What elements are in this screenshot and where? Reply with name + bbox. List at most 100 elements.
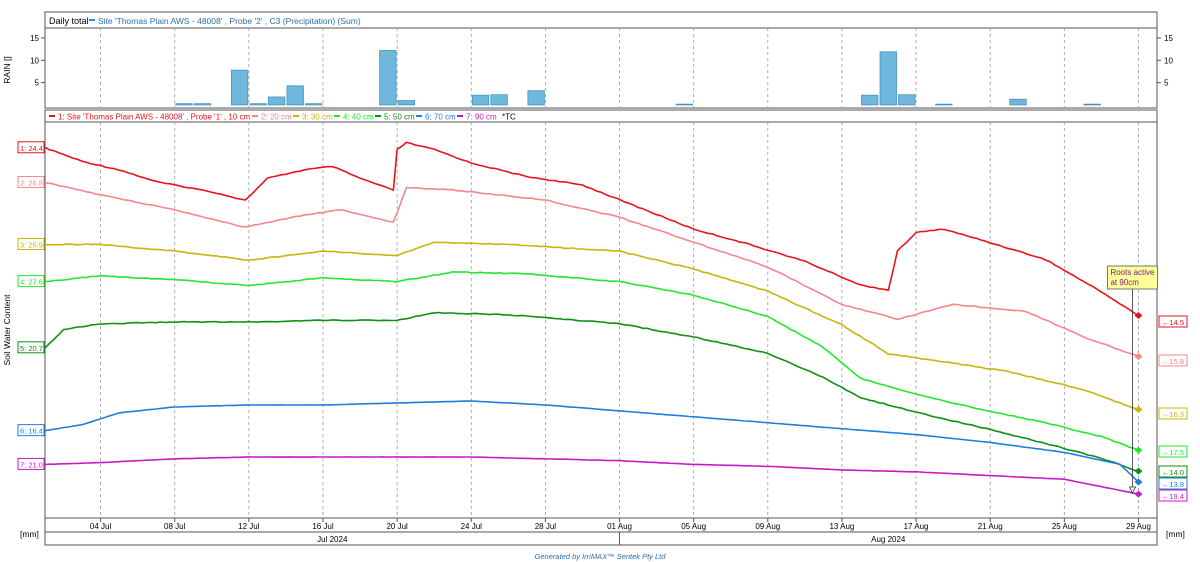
- rain-bar: [527, 90, 545, 106]
- soil-end-arrow: ←: [1162, 448, 1170, 457]
- soil-end-label-box: [1158, 315, 1188, 328]
- soil-end-labels: ← 14.5← 15.8← 16.3← 17.5← 14.0← 13.8← 19.4: [1158, 315, 1188, 502]
- rain-bar: [490, 94, 508, 106]
- soil-start-label: 7: 21.0: [20, 460, 43, 469]
- soil-series-line-2: [44, 182, 1139, 358]
- soil-panel-frame: [44, 109, 1158, 519]
- soil-start-label: 1: 24.4: [20, 144, 43, 153]
- x-tick-label: 01 Aug: [607, 522, 632, 531]
- rain-y-tick-right: 10: [1164, 56, 1173, 65]
- annotation-pointer: [1128, 486, 1137, 494]
- soil-start-label: 5: 20.7: [20, 344, 43, 353]
- x-tick-label: 08 Jul: [164, 522, 186, 531]
- soil-start-label: 2: 26.8: [20, 178, 43, 187]
- soil-series-line-3: [45, 241, 1139, 411]
- soil-start-labels: 1: 24.4 2: 26.8 3: 25.9 4: 27.6 5: 20.7 6: 16…: [17, 141, 45, 470]
- rain-bar: [898, 94, 916, 106]
- soil-lines: [44, 141, 1143, 498]
- soil-start-label-box: [17, 141, 45, 154]
- annotation-text-line1: Roots active: [1110, 268, 1155, 277]
- rain-y-tick-right: 15: [1164, 34, 1173, 43]
- rain-bar: [861, 94, 879, 106]
- month-label: Aug 2024: [871, 535, 906, 544]
- soil-series-end-marker: [1134, 446, 1143, 454]
- soil-series-end-marker: [1134, 478, 1143, 486]
- soil-panel: 1: Site 'Thomas Plain AWS - 48008' , Pro…: [2, 109, 1188, 519]
- soil-series-line-6: [44, 400, 1140, 483]
- soil-legend-entry: 6: 70 cm: [425, 113, 456, 122]
- soil-legend-swatch: [334, 115, 340, 117]
- soil-legend-swatch: [293, 115, 299, 117]
- soil-series-end-marker: [1134, 467, 1143, 475]
- soil-legend-entry: 1: Site 'Thomas Plain AWS - 48008' , Pro…: [58, 113, 250, 122]
- soil-legend-swatch: [252, 115, 258, 117]
- soil-end-label-box: [1158, 407, 1188, 420]
- rain-bar: [175, 103, 193, 106]
- rain-bar: [249, 103, 267, 106]
- rain-y-tick-left: 10: [30, 56, 39, 65]
- rain-bar: [1009, 98, 1027, 106]
- soil-end-arrow: ←: [1162, 468, 1170, 477]
- time-axis: 04 Jul 08 Jul 12 Jul 16 Jul 20 Jul 24 Jul 28 J…: [20, 517, 1185, 546]
- x-tick-label: 24 Jul: [461, 522, 483, 531]
- soil-start-label: 4: 27.6: [20, 278, 43, 287]
- soil-legend-entry: 4: 40 cm: [343, 113, 374, 122]
- soil-series-end-marker: [1134, 353, 1143, 361]
- month-label: Jul 2024: [317, 535, 348, 544]
- rain-y-tick-left: 5: [35, 79, 40, 88]
- soil-end-arrow: ←: [1162, 480, 1170, 489]
- rain-bar: [471, 94, 490, 106]
- x-tick-label: 12 Jul: [238, 522, 260, 531]
- soil-y-axis-label: Soil Water Content: [2, 294, 12, 366]
- x-tick-label: 17 Aug: [904, 522, 929, 531]
- soil-series-end-marker: [1134, 490, 1143, 498]
- x-tick-label: 29 Aug: [1126, 522, 1151, 531]
- soil-end-label: 15.8: [1169, 357, 1184, 366]
- rain-bar: [305, 103, 323, 106]
- rain-bar: [879, 51, 897, 106]
- rain-y-tick-left: 15: [30, 34, 39, 43]
- rain-bar: [230, 69, 249, 106]
- x-tick-label: 04 Jul: [90, 522, 112, 531]
- rain-y-axis-label: RAIN []: [2, 56, 12, 83]
- soil-end-arrow: ←: [1162, 410, 1170, 419]
- soil-end-label: 14.5: [1169, 318, 1184, 327]
- x-tick-label: 09 Aug: [755, 522, 780, 531]
- soil-end-label-box: [1158, 489, 1188, 502]
- soil-legend-swatch: [457, 115, 463, 117]
- soil-start-label-box: [17, 341, 45, 354]
- soil-end-arrow: ←: [1162, 357, 1170, 366]
- rain-bar: [397, 100, 416, 106]
- annotation-box: [1107, 265, 1158, 290]
- soil-end-arrow: ←: [1162, 492, 1170, 501]
- soil-series-line-4: [44, 271, 1139, 451]
- soil-legend-entry: 3: 30 cm: [302, 113, 333, 122]
- soil-grid: [100, 122, 1139, 518]
- rain-bar: [935, 103, 953, 106]
- rain-panel: Daily total Site 'Thomas Plain AWS - 480…: [2, 11, 1173, 109]
- soil-series-line-5: [44, 311, 1139, 472]
- annotation-text-line2: at 90cm: [1110, 278, 1139, 287]
- soil-start-label-box: [17, 237, 45, 250]
- soil-end-label-box: [1158, 465, 1188, 478]
- rain-bars: [175, 50, 1101, 106]
- soil-legend-entry: 5: 50 cm: [384, 113, 415, 122]
- x-tick-label: 13 Aug: [829, 522, 854, 531]
- x-tick-label: 16 Jul: [312, 522, 334, 531]
- soil-start-label-box: [17, 175, 45, 188]
- soil-legend-entry: 2: 20 cm: [261, 113, 292, 122]
- unit-right: [mm]: [1166, 529, 1185, 539]
- rain-bar: [675, 103, 694, 106]
- soil-start-label: 3: 25.9: [20, 240, 43, 249]
- rain-legend-swatch: [89, 19, 95, 21]
- unit-left: [mm]: [20, 529, 39, 539]
- soil-legend-swatch: [375, 115, 381, 117]
- x-tick-label: 28 Jul: [535, 522, 557, 531]
- rain-bar: [1083, 103, 1101, 106]
- soil-start-label-box: [17, 457, 45, 470]
- x-tick-label: 20 Jul: [386, 522, 408, 531]
- soil-end-label-box: [1158, 354, 1188, 367]
- soil-end-label: 19.4: [1169, 492, 1184, 501]
